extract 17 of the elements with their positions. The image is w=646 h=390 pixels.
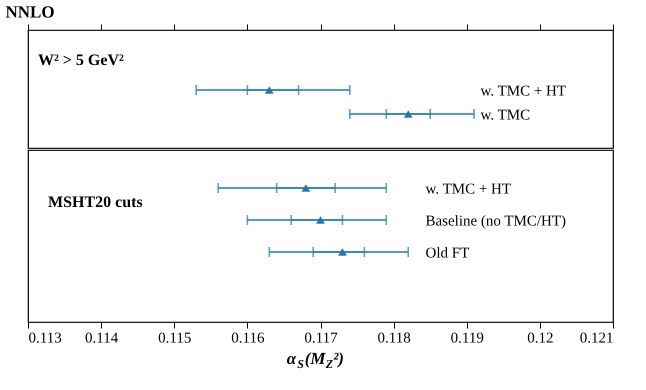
x-tick-label: 0.115: [158, 330, 192, 346]
y-tick-label: Baseline (no TMC/HT): [426, 214, 566, 230]
x-tick-label: 0.116: [231, 330, 265, 346]
y-tick-label: Old FT: [426, 246, 470, 262]
y-tick-label: w. TMC + HT: [426, 182, 512, 198]
text: W² > 5 GeV²: [38, 52, 124, 69]
y-tick-label: w. TMC: [480, 108, 530, 124]
annotation: MSHT20 cuts: [48, 194, 143, 211]
x-tick-label: 0.114: [85, 330, 119, 346]
x-tick-label: 0.119: [450, 330, 484, 346]
y-tick-label: w. TMC + HT: [480, 84, 566, 100]
x-tick-label: 0.117: [304, 330, 338, 346]
x-tick-label: 0.113: [28, 330, 62, 346]
chart-title: NNLO: [6, 2, 55, 22]
x-tick-label: 0.121: [580, 330, 614, 346]
x-tick-label: 0.12: [527, 330, 554, 346]
x-tick-label: 0.118: [378, 330, 411, 346]
